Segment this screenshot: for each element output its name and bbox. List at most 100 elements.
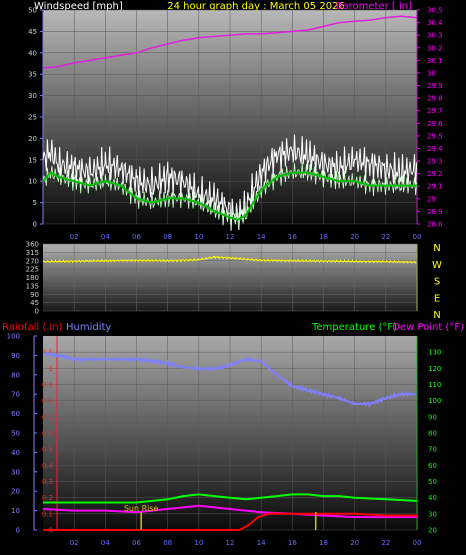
wind-x-tick-label: 02 <box>70 233 79 241</box>
wind-x-tick-label: 12 <box>226 233 235 241</box>
rain-tick-label: 0.3 <box>42 478 53 486</box>
wind-x-tick-label: 18 <box>319 233 328 241</box>
barometer-tick-label: 29.5 <box>427 132 443 140</box>
barometer-tick-label: 29.2 <box>427 170 443 178</box>
barometer-tick-label: 30.1 <box>427 57 443 65</box>
direction-tick-label: 90 <box>30 291 39 299</box>
windspeed-axis-label: Windspeed [mph] <box>34 1 123 12</box>
humidity-axis-label: Humidity <box>66 322 111 333</box>
compass-label: E <box>434 293 440 304</box>
barometer-tick-label: 29 <box>427 195 436 203</box>
wind-tick-label: 20 <box>28 135 37 143</box>
temperature-tick-label: 20 <box>428 527 437 535</box>
humidity-tick-label: 100 <box>7 333 20 341</box>
barometer-tick-label: 29.8 <box>427 95 443 103</box>
dewpoint-axis-label: Dew Point (°F) <box>392 322 464 333</box>
barometer-tick-label: 29.6 <box>427 120 443 128</box>
barometer-tick-label: 30 <box>427 69 436 77</box>
rain-x-tick-label: 12 <box>226 539 235 547</box>
barometer-tick-label: 28.9 <box>427 208 443 216</box>
humidity-tick-label: 80 <box>11 371 20 379</box>
temperature-tick-label: 80 <box>428 430 437 438</box>
temperature-tick-label: 110 <box>428 381 441 389</box>
barometer-tick-label: 29.4 <box>427 145 443 153</box>
rain-tick-label: 0.2 <box>42 494 53 502</box>
barometer-tick-label: 29.9 <box>427 82 443 90</box>
wind-x-tick-label: 04 <box>101 233 110 241</box>
barometer-tick-label: 29.7 <box>427 107 443 115</box>
rain-x-tick-label: 10 <box>194 539 203 547</box>
humidity-tick-label: 70 <box>11 391 20 399</box>
rainfall-axis-label: Rainfall (.in) <box>2 322 63 333</box>
wind-tick-label: 10 <box>28 178 37 186</box>
rain-x-tick-label: 00 <box>413 539 422 547</box>
temperature-tick-label: 100 <box>428 397 441 405</box>
rain-x-tick-label: 08 <box>163 539 172 547</box>
rain-x-tick-label: 22 <box>381 539 390 547</box>
temperature-tick-label: 30 <box>428 510 437 518</box>
humidity-tick-label: 10 <box>11 507 20 515</box>
wind-tick-label: 45 <box>28 28 37 36</box>
rain-tick-label: 0.9 <box>42 381 53 389</box>
compass-label: S <box>434 277 440 288</box>
humidity-tick-label: 90 <box>11 352 20 360</box>
wind-tick-label: 25 <box>28 114 37 122</box>
humidity-tick-label: 60 <box>11 410 20 418</box>
direction-tick-label: 315 <box>26 249 39 257</box>
direction-tick-label: 0 <box>35 308 39 316</box>
rain-tick-label: 0.8 <box>42 397 53 405</box>
wind-x-tick-label: 16 <box>288 233 297 241</box>
compass-label: W <box>432 260 442 271</box>
temperature-tick-label: 70 <box>428 446 437 454</box>
wind-x-tick-label: 20 <box>350 233 359 241</box>
temperature-tick-label: 40 <box>428 494 437 502</box>
rain-tick-label: 0.4 <box>42 462 54 470</box>
wind-raw-series-line <box>42 162 418 229</box>
direction-tick-label: 270 <box>26 257 39 265</box>
wind-x-tick-label: 00 <box>413 233 422 241</box>
humidity-tick-label: 40 <box>11 449 20 457</box>
humidity-tick-label: 50 <box>11 430 20 438</box>
rain-tick-label: 0.7 <box>42 413 53 421</box>
temperature-tick-label: 60 <box>428 462 437 470</box>
wind-tick-label: 50 <box>28 7 37 15</box>
wind-x-tick-label: 22 <box>381 233 390 241</box>
rain-x-tick-label: 04 <box>101 539 110 547</box>
wind-x-tick-label: 14 <box>257 233 266 241</box>
rainfall-series-line <box>43 512 417 531</box>
barometer-tick-label: 30.2 <box>427 44 443 52</box>
rain-x-tick-label: 18 <box>319 539 328 547</box>
wind-tick-label: 40 <box>28 49 37 57</box>
wind-x-tick-label: 06 <box>132 233 141 241</box>
dewpoint-series-line <box>42 504 417 519</box>
temperature-axis-label: Temperature (°F) <box>311 322 397 333</box>
barometer-tick-label: 30.3 <box>427 32 443 40</box>
temperature-tick-label: 50 <box>428 478 437 486</box>
wind-tick-label: 0 <box>33 221 37 229</box>
wind-tick-label: 15 <box>28 156 37 164</box>
humidity-tick-label: 30 <box>11 468 20 476</box>
barometer-axis-label: Barometer [ in] <box>336 1 412 12</box>
temperature-tick-label: 130 <box>428 349 441 357</box>
barometer-tick-label: 30.4 <box>427 19 443 27</box>
rain-x-tick-label: 14 <box>257 539 266 547</box>
compass-label: N <box>433 310 440 321</box>
direction-tick-label: 360 <box>26 241 39 249</box>
barometer-series-line <box>42 15 418 69</box>
temperature-series-line <box>43 493 418 504</box>
wind-tick-label: 30 <box>28 92 37 100</box>
humidity-tick-label: 0 <box>16 527 20 535</box>
compass-label: N <box>433 243 440 254</box>
wind-average-series-line <box>42 171 417 221</box>
wind-tick-label: 35 <box>28 71 37 79</box>
humidity-series-line <box>43 351 417 408</box>
wind-direction-series-line <box>42 255 417 264</box>
rain-x-tick-label: 02 <box>70 539 79 547</box>
direction-tick-label: 135 <box>26 282 39 290</box>
rain-x-tick-label: 06 <box>132 539 141 547</box>
barometer-tick-label: 28.8 <box>427 221 443 229</box>
rain-x-tick-label: 16 <box>288 539 297 547</box>
wind-tick-label: 5 <box>33 199 37 207</box>
